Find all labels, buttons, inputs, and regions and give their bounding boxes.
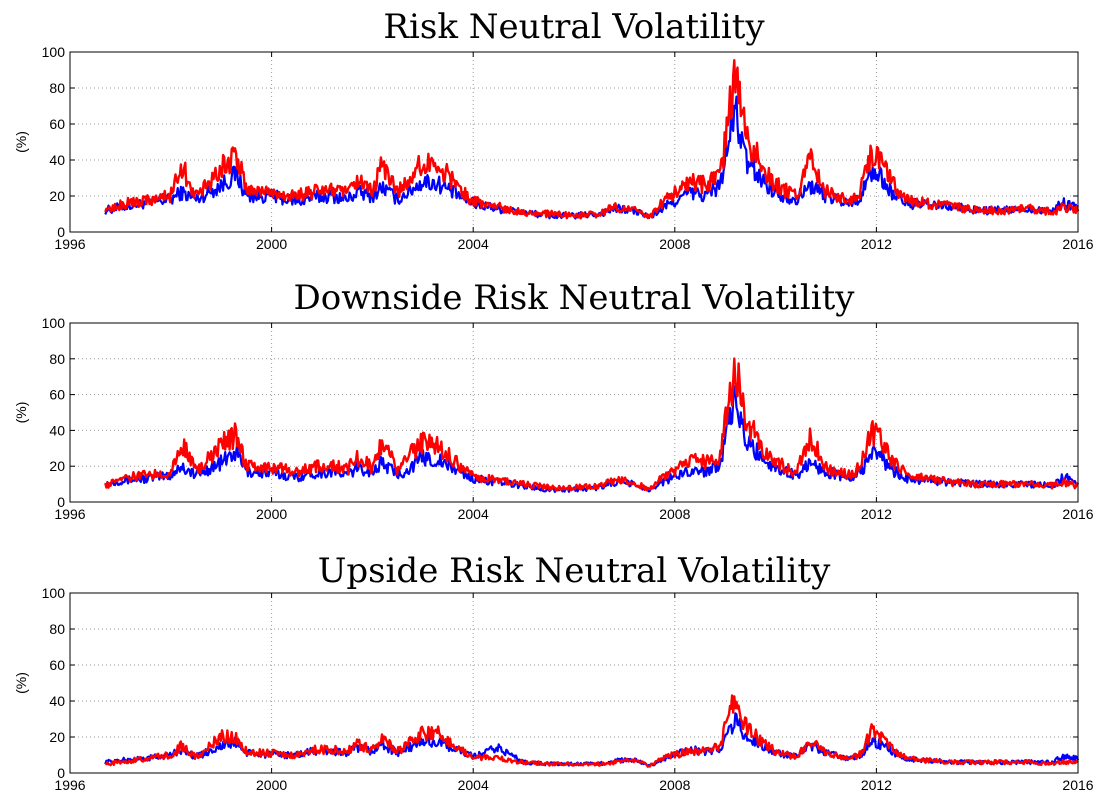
series-line-red [104, 357, 1079, 492]
chart-panel-1: Risk Neutral Volatility (%) 1996 2000 2004 20… [13, 7, 1094, 252]
series-line-blue [104, 95, 1079, 220]
x-tick-label: 2004 [458, 777, 489, 793]
chart-title: Downside Risk Neutral Volatility [294, 278, 856, 318]
chart-panel-3: Upside Risk Neutral Volatility(%)1996 200… [13, 551, 1094, 793]
y-tick-label: 60 [49, 657, 65, 673]
y-axis-label: (%) [13, 672, 29, 694]
y-tick-label: 60 [49, 387, 65, 403]
chart-title: Upside Risk Neutral Volatility [318, 551, 831, 591]
series-line-blue [104, 712, 1080, 768]
chart-panel-2: Downside Risk Neutral Volatility (%) 1996 2… [13, 278, 1094, 522]
x-tick-label: 2000 [256, 236, 287, 252]
x-tick-label: 2012 [861, 777, 892, 793]
x-tick-label: 2016 [1062, 777, 1093, 793]
y-tick-label: 100 [42, 315, 66, 331]
x-tick-label: 2012 [861, 506, 892, 522]
y-tick-label: 0 [57, 494, 65, 510]
y-tick-label: 40 [49, 152, 65, 168]
y-tick-label: 40 [49, 422, 65, 438]
y-tick-label: 0 [57, 765, 65, 781]
y-tick-label: 100 [42, 44, 66, 60]
x-tick-label: 2016 [1062, 506, 1093, 522]
y-tick-label: 20 [49, 188, 65, 204]
y-tick-label: 80 [49, 80, 65, 96]
x-tick-label: 2004 [458, 506, 489, 522]
plot-area-frame [69, 322, 1079, 503]
series-line-red [104, 59, 1080, 220]
chart-title: Risk Neutral Volatility [383, 7, 765, 47]
x-tick-label: 1996 [54, 506, 85, 522]
x-tick-label: 2008 [659, 236, 690, 252]
y-tick-label: 20 [49, 458, 65, 474]
y-axis-label: (%) [13, 402, 29, 424]
series-line-red [104, 694, 1079, 768]
y-tick-label: 80 [49, 621, 65, 637]
y-axis-label: (%) [13, 131, 29, 153]
x-tick-label: 2000 [256, 777, 287, 793]
x-tick-label: 2008 [659, 777, 690, 793]
y-tick-label: 0 [57, 224, 65, 240]
y-tick-label: 80 [49, 351, 65, 367]
x-tick-label: 1996 [54, 236, 85, 252]
plot-area-frame [69, 592, 1079, 774]
x-tick-label: 2016 [1062, 236, 1093, 252]
y-tick-label: 60 [49, 116, 65, 132]
x-tick-label: 2012 [861, 236, 892, 252]
y-tick-label: 100 [42, 585, 66, 601]
x-tick-label: 2008 [659, 506, 690, 522]
x-tick-label: 1996 [54, 777, 85, 793]
y-tick-label: 20 [49, 729, 65, 745]
x-tick-label: 2004 [458, 236, 489, 252]
plot-area-frame [69, 51, 1079, 233]
y-tick-label: 40 [49, 693, 65, 709]
x-tick-label: 2000 [256, 506, 287, 522]
